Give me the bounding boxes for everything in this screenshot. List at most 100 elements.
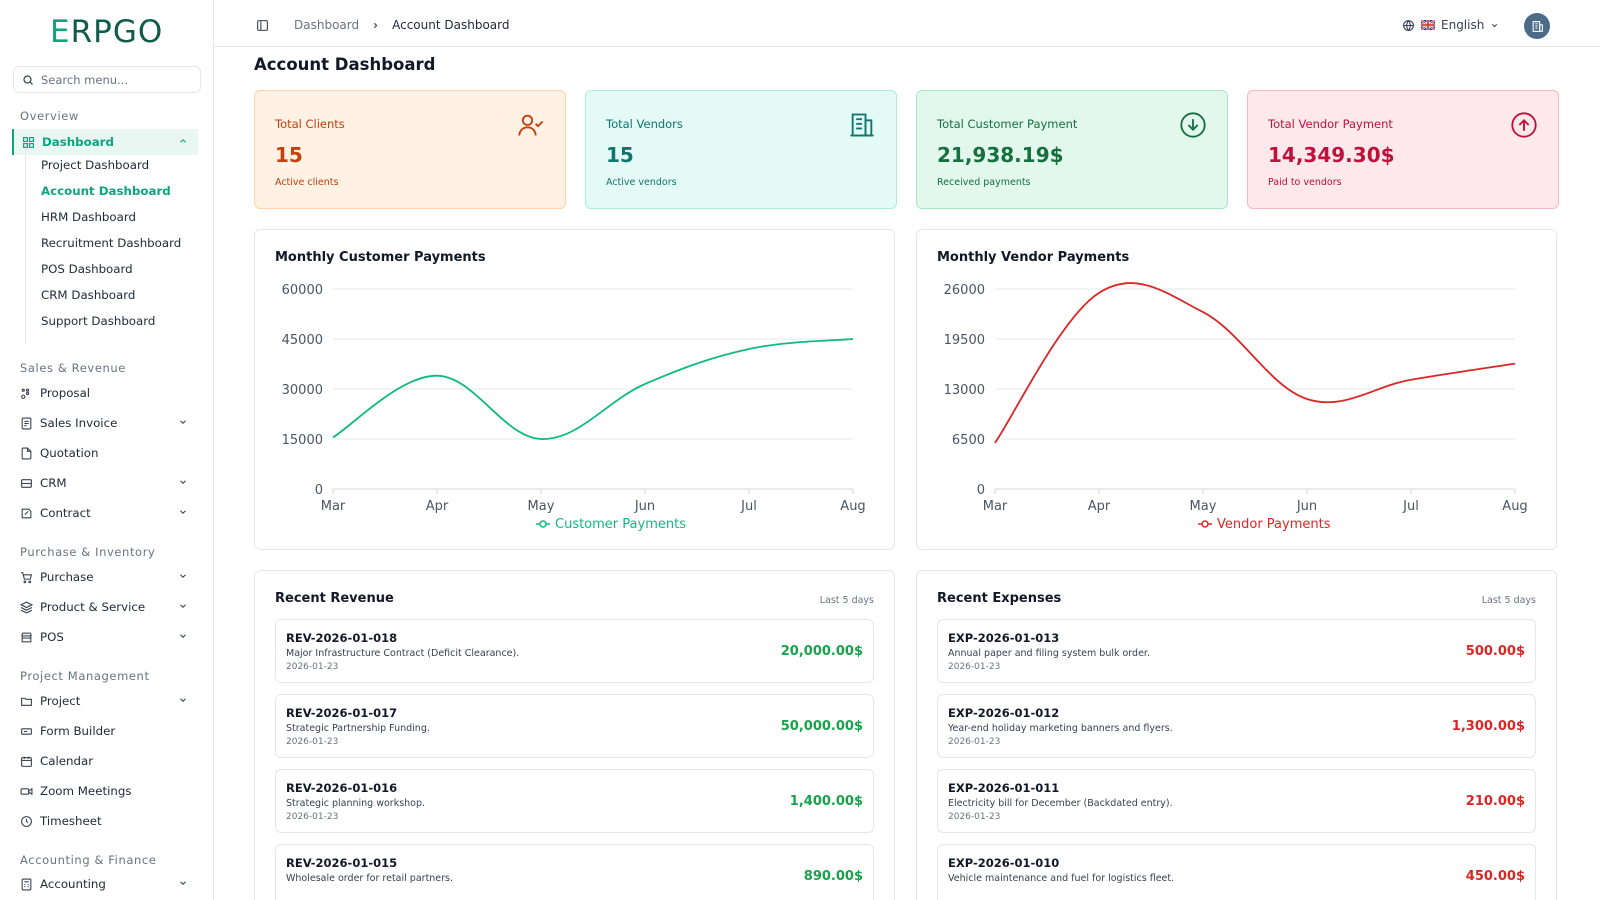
sidebar-item-form-builder[interactable]: Form Builder bbox=[12, 718, 198, 744]
breadcrumb-current: Account Dashboard bbox=[392, 18, 510, 32]
sidebar-item-pos[interactable]: POS bbox=[12, 624, 198, 650]
inbox-icon bbox=[20, 477, 33, 490]
submenu-item-active[interactable]: Account Dashboard bbox=[41, 184, 171, 198]
y-tick-label: 15000 bbox=[282, 433, 323, 448]
section-sales: Sales & Revenue bbox=[20, 361, 126, 375]
transaction-description: Annual paper and filing system bulk orde… bbox=[948, 648, 1150, 659]
transaction-date: 2026-01-23 bbox=[286, 737, 339, 747]
transaction-description: Strategic Partnership Funding. bbox=[286, 723, 430, 734]
submenu-item[interactable]: Project Dashboard bbox=[41, 158, 150, 172]
transaction-description: Year-end holiday marketing banners and f… bbox=[948, 723, 1173, 734]
chevron-down-icon bbox=[180, 574, 186, 579]
x-tick-label: Jun bbox=[634, 499, 655, 514]
submenu-item[interactable]: CRM Dashboard bbox=[41, 288, 136, 302]
sidebar-item-crm[interactable]: CRM bbox=[12, 470, 198, 496]
stat-value: 21,938.19$ bbox=[937, 143, 1064, 167]
transaction-row[interactable]: EXP-2026-01-011 Electricity bill for Dece… bbox=[937, 769, 1536, 833]
chevron-down-icon bbox=[1492, 23, 1498, 27]
language-selector[interactable]: English bbox=[1402, 18, 1499, 32]
transaction-id: EXP-2026-01-013 bbox=[948, 631, 1060, 645]
transaction-description: Vehicle maintenance and fuel for logisti… bbox=[948, 873, 1175, 884]
transaction-id: REV-2026-01-018 bbox=[286, 631, 398, 645]
sidebar-item-label: Quotation bbox=[40, 446, 99, 460]
sidebar-item-contract[interactable]: Contract bbox=[12, 500, 198, 526]
transaction-row[interactable]: EXP-2026-01-010 Vehicle maintenance and f… bbox=[937, 844, 1536, 900]
sidebar-item-dashboard[interactable]: Dashboard bbox=[12, 129, 198, 155]
sidebar-item-project[interactable]: Project bbox=[12, 688, 198, 714]
cart-icon bbox=[20, 571, 33, 584]
sidebar-item-calendar[interactable]: Calendar bbox=[12, 748, 198, 774]
sidebar-item-label: Form Builder bbox=[40, 724, 116, 738]
stat-label: Total Vendors bbox=[606, 117, 683, 131]
search-box bbox=[13, 66, 201, 93]
transaction-date: 2026-01-23 bbox=[948, 737, 1001, 747]
sidebar-item-timesheet[interactable]: Timesheet bbox=[12, 808, 198, 834]
avatar[interactable] bbox=[1524, 13, 1550, 39]
recent-expenses-card: Recent Expenses Last 5 days EXP-2026-01-… bbox=[916, 570, 1557, 900]
transaction-date: 2026-01-23 bbox=[286, 812, 339, 822]
logo-text: RPGO bbox=[70, 14, 164, 50]
chart-title: Monthly Vendor Payments bbox=[937, 250, 1130, 265]
breadcrumb-root[interactable]: Dashboard bbox=[294, 18, 360, 32]
sidebar-item-proposal[interactable]: Proposal bbox=[12, 380, 198, 406]
y-tick-label: 60000 bbox=[282, 283, 323, 298]
transaction-row[interactable]: REV-2026-01-018 Major Infrastructure Cont… bbox=[275, 619, 874, 683]
stat-subtext: Paid to vendors bbox=[1268, 177, 1342, 188]
sidebar-item-label: Project bbox=[40, 694, 81, 708]
x-tick-label: Aug bbox=[1502, 499, 1527, 514]
top-header: Dashboard Account Dashboard English bbox=[214, 0, 1600, 47]
sidebar-item-purchase[interactable]: Purchase bbox=[12, 564, 198, 590]
stat-card-total-clients: Total Clients 15 Active clients bbox=[254, 90, 566, 209]
arrow-down-circle-icon bbox=[1180, 112, 1206, 138]
stat-label: Total Clients bbox=[275, 117, 345, 131]
sidebar-item-label: POS bbox=[40, 630, 64, 644]
legend-marker-dot bbox=[1201, 520, 1209, 528]
logo-mark: E bbox=[50, 14, 71, 50]
transaction-row[interactable]: REV-2026-01-016 Strategic planning worksh… bbox=[275, 769, 874, 833]
transaction-row[interactable]: EXP-2026-01-013 Annual paper and filing s… bbox=[937, 619, 1536, 683]
chevron-down-icon bbox=[180, 510, 186, 515]
sidebar-item-quotation[interactable]: Quotation bbox=[12, 440, 198, 466]
transaction-row[interactable]: REV-2026-01-017 Strategic Partnership Fun… bbox=[275, 694, 874, 758]
invoice-icon bbox=[20, 417, 33, 430]
stat-card-vendor-payment: Total Vendor Payment 14,349.30$ Paid to … bbox=[1247, 90, 1559, 209]
transaction-description: Strategic planning workshop. bbox=[286, 798, 426, 809]
logo[interactable]: ERPGO bbox=[50, 14, 163, 50]
sidebar-item-label: Purchase bbox=[40, 570, 94, 584]
card-title: Recent Expenses bbox=[937, 591, 1062, 606]
x-tick-label: Jul bbox=[1402, 499, 1419, 514]
transaction-row[interactable]: EXP-2026-01-012 Year-end holiday marketin… bbox=[937, 694, 1536, 758]
sidebar-item-product-service[interactable]: Product & Service bbox=[12, 594, 198, 620]
chevron-down-icon bbox=[180, 634, 186, 639]
sidebar-item-label: Proposal bbox=[40, 386, 91, 400]
dashboard-submenu: Project Dashboard Account Dashboard HRM … bbox=[25, 152, 205, 344]
submenu-item[interactable]: POS Dashboard bbox=[41, 262, 133, 276]
calendar-icon bbox=[20, 755, 33, 768]
legend-label[interactable]: Customer Payments bbox=[555, 517, 686, 532]
sidebar-item-accounting[interactable]: Accounting bbox=[12, 871, 198, 897]
transaction-id: REV-2026-01-015 bbox=[286, 856, 398, 870]
submenu-item[interactable]: Recruitment Dashboard bbox=[41, 236, 182, 250]
legend-label[interactable]: Vendor Payments bbox=[1217, 517, 1331, 532]
user-check-icon bbox=[518, 114, 544, 136]
search-icon bbox=[23, 74, 33, 85]
x-tick-label: Jul bbox=[740, 499, 757, 514]
y-tick-label: 26000 bbox=[944, 283, 985, 298]
submenu-item[interactable]: Support Dashboard bbox=[41, 314, 156, 328]
submenu-item[interactable]: HRM Dashboard bbox=[41, 210, 136, 224]
y-tick-label: 19500 bbox=[944, 333, 985, 348]
sidebar-toggle-icon[interactable] bbox=[256, 19, 269, 32]
sidebar-item-zoom[interactable]: Zoom Meetings bbox=[12, 778, 198, 804]
chevron-down-icon bbox=[180, 420, 186, 425]
stat-subtext: Active clients bbox=[275, 177, 339, 188]
stat-label: Total Customer Payment bbox=[937, 117, 1078, 131]
transaction-id: EXP-2026-01-010 bbox=[948, 856, 1060, 870]
sidebar-item-sales-invoice[interactable]: Sales Invoice bbox=[12, 410, 198, 436]
transaction-row[interactable]: REV-2026-01-015 Wholesale order for retai… bbox=[275, 844, 874, 900]
transaction-amount: 210.00$ bbox=[1465, 794, 1525, 809]
card-title: Recent Revenue bbox=[275, 591, 394, 606]
company-icon bbox=[1532, 20, 1543, 32]
customer-payments-chart-card: Monthly Customer Payments 0 15000 30000 450… bbox=[254, 229, 895, 550]
sidebar-item-label: Calendar bbox=[40, 754, 94, 768]
search-input[interactable] bbox=[41, 72, 191, 87]
